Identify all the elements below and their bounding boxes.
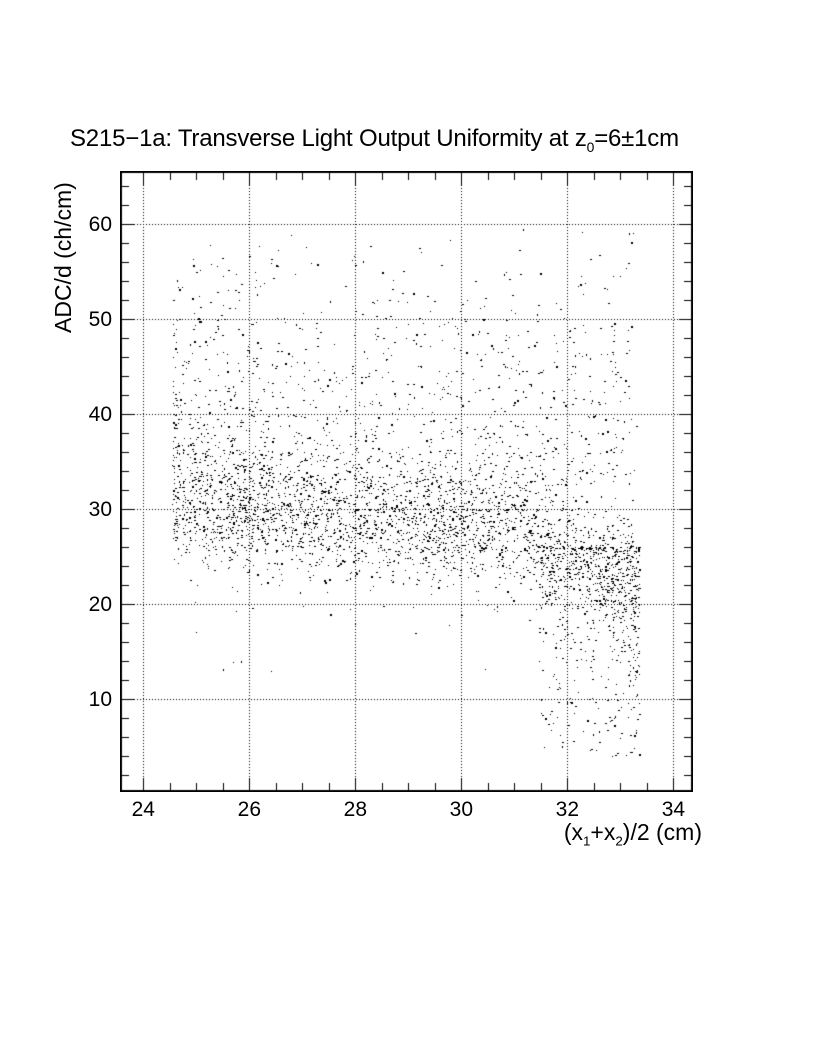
chart-title-text: S215−1a: Transverse Light Output Uniform… — [70, 125, 587, 152]
x-axis-label-part: (x — [563, 819, 583, 845]
x-tick-label: 28 — [343, 798, 368, 821]
y-tick-label: 40 — [88, 403, 112, 427]
y-tick-label: 10 — [88, 687, 112, 711]
chart-title-subscript: 0 — [586, 138, 595, 155]
x-tick-label: 34 — [661, 798, 686, 821]
x-tick-label: 30 — [449, 798, 474, 821]
y-tick-label: 20 — [88, 592, 112, 616]
y-tick-label: 50 — [88, 308, 112, 332]
x-tick-label: 32 — [555, 798, 580, 821]
chart-title: S215−1a: Transverse Light Output Uniform… — [70, 125, 679, 155]
x-axis-label-sub2: 2 — [615, 833, 623, 849]
x-axis-label-part: )/2 (cm) — [622, 819, 702, 845]
plot-area — [120, 171, 693, 792]
y-tick-label: 60 — [88, 213, 112, 237]
chart-title-suffix: =6±1cm — [594, 125, 679, 152]
scatter-canvas — [120, 171, 693, 792]
x-tick-label: 24 — [131, 798, 155, 821]
x-tick-label: 26 — [237, 798, 261, 821]
x-axis-label-sub1: 1 — [583, 833, 591, 849]
y-tick-label: 30 — [88, 498, 112, 522]
x-axis-label-part: +x — [590, 819, 616, 845]
x-axis-label: (x1+x2)/2 (cm) — [563, 819, 702, 849]
